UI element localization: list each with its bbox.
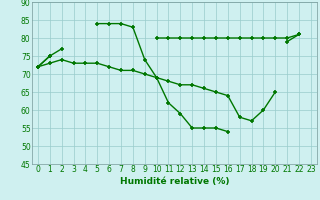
X-axis label: Humidité relative (%): Humidité relative (%) (120, 177, 229, 186)
